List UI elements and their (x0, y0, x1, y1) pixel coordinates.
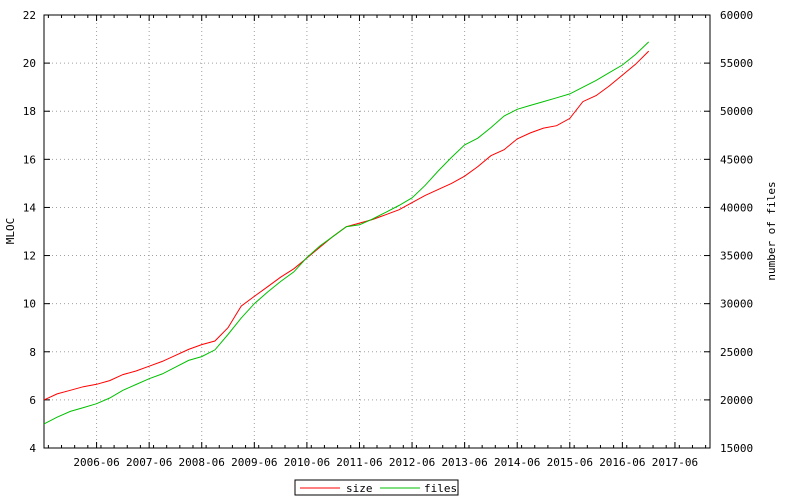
series-line-size (43, 50, 650, 401)
left-tick-label: 8 (29, 346, 36, 359)
right-tick-label: 30000 (720, 298, 753, 311)
left-tick-label: 4 (29, 442, 36, 455)
legend-label-files: files (424, 482, 457, 495)
x-tick-label: 2017-06 (652, 456, 698, 469)
left-tick-label: 6 (29, 394, 36, 407)
x-tick-label: 2006-06 (73, 456, 119, 469)
right-tick-label: 20000 (720, 394, 753, 407)
left-tick-label: 14 (23, 201, 37, 214)
x-tick-label: 2013-06 (441, 456, 487, 469)
left-tick-label: 16 (23, 153, 36, 166)
plot-frame (43, 14, 711, 449)
right-tick-label: 50000 (720, 105, 753, 118)
x-tick-label: 2012-06 (389, 456, 435, 469)
legend: size files (294, 479, 459, 496)
grid-lines (44, 15, 710, 448)
legend-box (294, 479, 459, 496)
left-tick-label: 22 (23, 9, 36, 22)
x-tick-label: 2011-06 (336, 456, 382, 469)
axis-ticks: 4 6 8 10 12 14 16 18 20 22 15000 20000 25000 30000 350… (23, 9, 753, 469)
right-tick-label: 15000 (720, 442, 753, 455)
left-axis-title: MLOC (4, 218, 17, 245)
x-tick-label: 2014-06 (494, 456, 540, 469)
right-tick-label: 35000 (720, 250, 753, 263)
series-lines (43, 41, 650, 425)
x-tick-label: 2008-06 (179, 456, 225, 469)
right-tick-label: 60000 (720, 9, 753, 22)
right-axis-title: number of files (765, 181, 778, 280)
left-tick-label: 20 (23, 57, 36, 70)
right-tick-label: 45000 (720, 153, 753, 166)
right-tick-label: 40000 (720, 201, 753, 214)
x-tick-label: 2016-06 (599, 456, 645, 469)
left-tick-label: 12 (23, 250, 36, 263)
x-tick-label: 2015-06 (547, 456, 593, 469)
series-line-files (43, 41, 650, 425)
left-tick-label: 18 (23, 105, 36, 118)
right-tick-label: 55000 (720, 57, 753, 70)
x-tick-label: 2010-06 (284, 456, 330, 469)
left-tick-label: 10 (23, 298, 36, 311)
x-tick-label: 2009-06 (231, 456, 277, 469)
right-tick-label: 25000 (720, 346, 753, 359)
x-tick-label: 2007-06 (126, 456, 172, 469)
legend-label-size: size (346, 482, 373, 495)
